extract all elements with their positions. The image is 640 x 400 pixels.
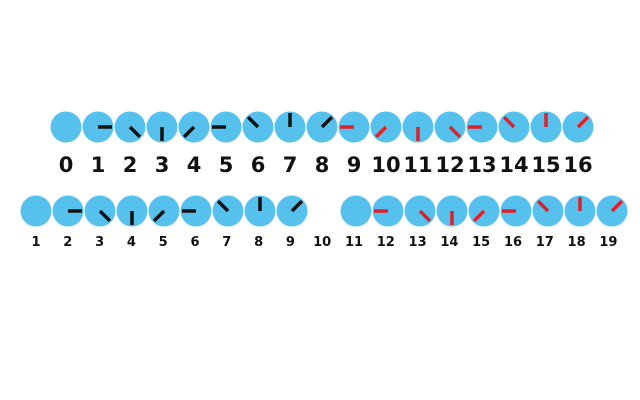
strip_b-circle <box>340 195 372 227</box>
strip_a-frame-label: 8 <box>315 153 330 177</box>
strip_a-direction-tick <box>448 125 462 139</box>
strip_a-direction-tick <box>246 115 260 129</box>
strip_b-frame-label: 12 <box>377 235 395 250</box>
strip_b-frame-label: 8 <box>254 235 263 250</box>
strip_b-direction-tick <box>536 199 550 213</box>
strip_b-frame-label: 5 <box>159 235 168 250</box>
strip_b-frame-label: 14 <box>440 235 458 250</box>
strip_b-frame-label: 1 <box>31 235 40 250</box>
strip-a-circles <box>50 111 594 143</box>
strip_b-frame-label: 6 <box>190 235 199 250</box>
strip_b-frame-label: 17 <box>536 235 554 250</box>
strip_a-direction-tick <box>576 115 590 129</box>
strip_b-frame-label: 15 <box>472 235 490 250</box>
strip_b-direction-tick <box>216 199 230 213</box>
strip_b-frame-label: 11 <box>345 235 363 250</box>
strip-b-labels: 1 2 3 4 5 6 7 8 9 10 11 12 13 14 15 16 17 18 19 <box>31 235 617 250</box>
strip_b-direction-tick <box>290 199 304 213</box>
strip_a-frame-label: 11 <box>403 153 432 177</box>
strip_b-frame-label: 7 <box>222 235 231 250</box>
strip_b-direction-tick <box>418 209 432 223</box>
strip_a-frame-label: 12 <box>435 153 464 177</box>
strip_a-frame-label: 1 <box>91 153 106 177</box>
strip_b-frame-label: 9 <box>286 235 295 250</box>
strip_a-frame-label: 16 <box>563 153 592 177</box>
strip_a-circle <box>50 111 82 143</box>
strip_a-frame-label: 6 <box>251 153 266 177</box>
strip_a-frame-label: 0 <box>59 153 74 177</box>
strip_b-frame-label: 16 <box>504 235 522 250</box>
strip_a-frame-label: 13 <box>467 153 496 177</box>
strip_b-circle <box>20 195 52 227</box>
strip_b-frame-label: 13 <box>409 235 427 250</box>
strip_a-direction-tick <box>320 115 334 129</box>
strip_b-frame-label: 3 <box>95 235 104 250</box>
strip_a-direction-tick <box>128 125 142 139</box>
strip_b-direction-tick <box>472 209 486 223</box>
strip_a-frame-label: 14 <box>499 153 528 177</box>
strip-b-circles <box>20 195 628 227</box>
strip_a-frame-label: 4 <box>187 153 202 177</box>
strip_a-direction-tick <box>502 115 516 129</box>
strip_a-direction-tick <box>182 125 196 139</box>
strip_a-direction-tick <box>374 125 388 139</box>
strip_a-frame-label: 9 <box>347 153 362 177</box>
strip_b-frame-label: 19 <box>599 235 617 250</box>
strip_b-frame-label: 2 <box>63 235 72 250</box>
strip_a-frame-label: 2 <box>123 153 138 177</box>
strip_a-frame-label: 10 <box>371 153 400 177</box>
strip_a-frame-label: 3 <box>155 153 170 177</box>
strip_b-direction-tick <box>152 209 166 223</box>
strip-a-labels: 0 1 2 3 4 5 6 7 8 9 10 11 12 13 14 15 16 <box>59 153 593 177</box>
strip_b-direction-tick <box>610 199 624 213</box>
strip_a-frame-label: 7 <box>283 153 298 177</box>
strip_a-frame-label: 5 <box>219 153 234 177</box>
strip_b-frame-label: 18 <box>568 235 586 250</box>
strip_a-frame-label: 15 <box>531 153 560 177</box>
strip_b-frame-label: 4 <box>127 235 136 250</box>
strip_b-direction-tick <box>98 209 112 223</box>
strip_b-frame-label: 10 <box>313 235 331 250</box>
